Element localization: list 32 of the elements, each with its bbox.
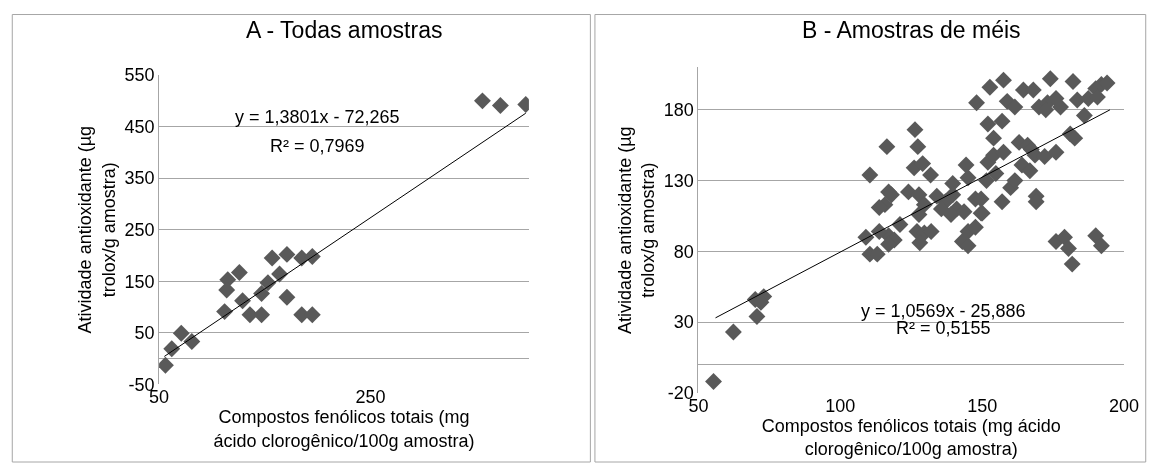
y-tick-label: 150: [124, 271, 155, 292]
y-axis-title: Atividade antioxidante (µg trolox/g amostra): [75, 125, 119, 334]
x-tick-label: 100: [825, 395, 856, 416]
annotation: y = 1,0569x - 25,886: [861, 301, 1026, 321]
point: [172, 324, 190, 342]
x-tick-label: 200: [1109, 395, 1140, 416]
x-axis-title: Compostos fenólicos totais (mg ácido clorogênico/100g amostra): [213, 407, 475, 451]
y-tick-label: 80: [673, 241, 694, 262]
chart-title: B - Amostras de méis: [802, 17, 1021, 43]
point: [263, 249, 281, 267]
x-axis-title: Compostos fenólicos totais (mg ácido clorogênico/100g amostra): [761, 415, 1061, 460]
y-tick-label: 50: [134, 323, 155, 344]
y-tick-label: 450: [124, 116, 155, 137]
y-tick-label: 350: [124, 168, 155, 189]
x-tick-label: 150: [967, 395, 998, 416]
point: [278, 245, 296, 263]
point: [473, 92, 491, 110]
point: [253, 306, 271, 324]
annotation: R² = 0,7969: [270, 136, 365, 156]
point: [259, 274, 277, 292]
point: [491, 97, 509, 114]
chart-title: A - Todas amostras: [246, 17, 443, 43]
y-tick-label: 30: [673, 312, 694, 333]
point: [230, 263, 248, 281]
y-tick-label: 130: [663, 170, 694, 191]
annotation: y = 1,3801x - 72,265: [235, 107, 400, 127]
point: [278, 288, 296, 306]
y-tick-label: 250: [124, 219, 155, 240]
x-tick-label: 250: [355, 387, 386, 408]
y-tick-label: 550: [124, 65, 155, 86]
y-tick-label: 180: [663, 100, 694, 121]
y-axis-title: Atividade antioxidante (µg trolox/g amostra): [614, 126, 659, 334]
